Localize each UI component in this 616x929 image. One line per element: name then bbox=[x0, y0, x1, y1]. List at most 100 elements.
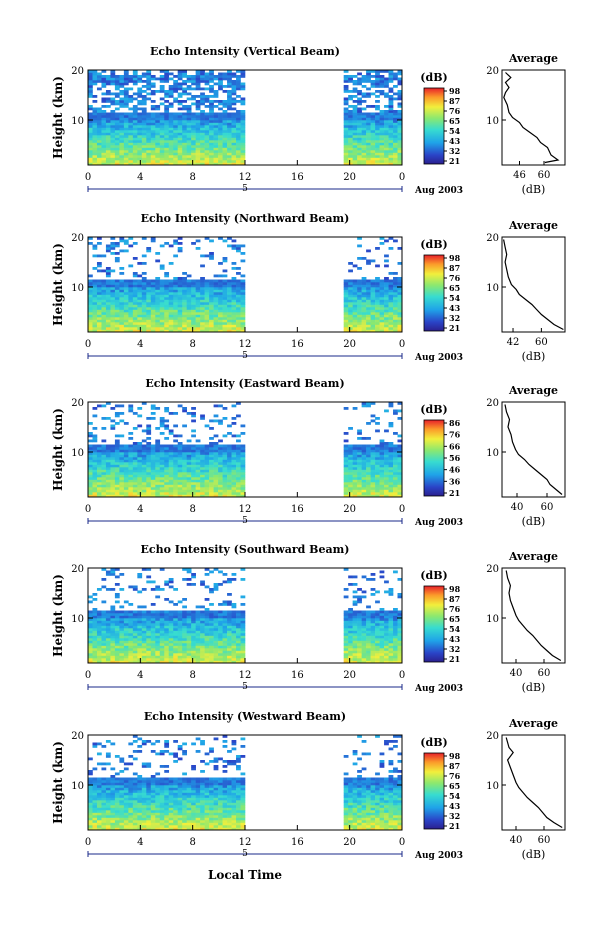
heatmap-cell bbox=[204, 309, 210, 313]
heatmap-cell bbox=[393, 77, 398, 81]
heatmap-cell bbox=[388, 307, 394, 310]
heatmap-cell bbox=[150, 294, 156, 298]
heatmap-cell bbox=[141, 638, 147, 641]
heatmap-cell bbox=[236, 110, 241, 113]
heatmap-cell bbox=[101, 145, 107, 148]
heatmap-cell bbox=[146, 279, 152, 283]
heatmap-cell bbox=[155, 150, 161, 153]
heatmap-cell bbox=[110, 452, 116, 455]
heatmap-cell bbox=[186, 322, 192, 325]
heatmap-cell bbox=[114, 648, 120, 651]
heatmap-cell bbox=[218, 625, 223, 629]
heatmap-cell bbox=[361, 157, 367, 161]
heatmap-cell bbox=[393, 294, 398, 298]
heatmap-cell bbox=[222, 452, 228, 455]
heatmap-cell bbox=[123, 242, 129, 245]
heatmap-cell bbox=[101, 479, 107, 483]
heatmap-cell bbox=[375, 80, 380, 83]
heatmap-cell bbox=[128, 489, 134, 493]
heatmap-cell bbox=[114, 484, 120, 488]
average-x-axis-title: (dB) bbox=[522, 350, 546, 363]
heatmap-cell bbox=[155, 292, 161, 295]
heatmap-cell bbox=[343, 615, 349, 619]
heatmap-cell bbox=[227, 299, 232, 303]
heatmap-cell bbox=[357, 429, 362, 433]
heatmap-cell bbox=[204, 282, 210, 285]
heatmap-cell bbox=[209, 150, 214, 153]
heatmap-cell bbox=[195, 327, 201, 330]
heatmap-cell bbox=[128, 324, 134, 328]
heatmap-cell bbox=[204, 479, 210, 483]
heatmap-cell bbox=[177, 294, 183, 298]
heatmap-cell bbox=[357, 127, 362, 131]
heatmap-cell bbox=[141, 85, 147, 88]
heatmap-cell bbox=[119, 452, 125, 455]
heatmap-cell bbox=[240, 447, 246, 450]
heatmap-cell bbox=[361, 327, 367, 330]
heatmap-cell bbox=[384, 147, 389, 151]
heatmap-cell bbox=[384, 142, 389, 146]
heatmap-cell bbox=[348, 620, 353, 624]
heatmap-cell bbox=[195, 640, 201, 644]
heatmap-cell bbox=[236, 87, 241, 91]
heatmap-cell bbox=[348, 489, 353, 493]
heatmap-cell bbox=[218, 583, 223, 586]
heatmap-cell bbox=[146, 638, 152, 641]
heatmap-cell bbox=[159, 77, 165, 81]
heatmap-cell bbox=[370, 402, 376, 405]
heatmap-cell bbox=[227, 645, 232, 649]
heatmap-cell bbox=[209, 623, 214, 626]
heatmap-cell bbox=[114, 309, 120, 313]
heatmap-cell bbox=[222, 600, 228, 604]
heatmap-cell bbox=[168, 474, 174, 478]
heatmap-cell bbox=[393, 85, 398, 88]
heatmap-cell bbox=[92, 613, 98, 616]
heatmap-cell bbox=[88, 122, 93, 126]
heatmap-cell bbox=[375, 75, 380, 78]
heatmap-cell bbox=[88, 630, 93, 634]
heatmap-cell bbox=[164, 317, 170, 320]
heatmap-cell bbox=[231, 474, 237, 478]
heatmap-cell bbox=[195, 297, 201, 300]
heatmap-cell bbox=[186, 299, 192, 303]
heatmap-cell bbox=[123, 459, 129, 463]
heatmap-cell bbox=[370, 319, 376, 323]
heatmap-cell bbox=[375, 160, 380, 163]
heatmap-cell bbox=[132, 454, 138, 458]
heatmap-cell bbox=[177, 237, 183, 240]
heatmap-cell bbox=[357, 90, 362, 93]
heatmap-cell bbox=[186, 157, 192, 161]
heatmap-cell bbox=[352, 299, 358, 303]
heatmap-cell bbox=[128, 437, 134, 440]
heatmap-cell bbox=[173, 302, 179, 305]
heatmap-cell bbox=[101, 112, 107, 116]
heatmap-cell bbox=[150, 472, 156, 475]
heatmap-cell bbox=[177, 645, 183, 649]
heatmap-cell bbox=[146, 80, 152, 83]
heatmap-cell bbox=[105, 312, 111, 315]
heatmap-cell bbox=[114, 462, 120, 465]
heatmap-cell bbox=[146, 140, 152, 143]
heatmap-cell bbox=[195, 620, 201, 624]
heatmap-cell bbox=[123, 489, 129, 493]
heatmap-cell bbox=[227, 633, 232, 636]
heatmap-cell bbox=[123, 302, 129, 305]
heatmap-cell bbox=[379, 127, 385, 131]
heatmap-cell bbox=[186, 75, 192, 78]
heatmap-cell bbox=[222, 658, 228, 661]
heatmap-cell bbox=[110, 618, 116, 621]
heatmap-cell bbox=[88, 454, 93, 458]
heatmap-cell bbox=[379, 155, 385, 158]
heatmap-cell bbox=[159, 469, 165, 473]
heatmap-cell bbox=[366, 292, 371, 295]
heatmap-cell bbox=[191, 322, 196, 325]
heatmap-cell bbox=[366, 70, 371, 73]
heatmap-cell bbox=[222, 327, 228, 330]
heatmap-cell bbox=[96, 319, 102, 323]
heatmap-cell bbox=[150, 132, 156, 136]
heatmap-cell bbox=[348, 462, 353, 465]
heatmap-cell bbox=[236, 464, 241, 468]
heatmap-cell bbox=[168, 120, 174, 123]
heatmap-cell bbox=[227, 97, 232, 101]
heatmap-cell bbox=[96, 299, 102, 303]
